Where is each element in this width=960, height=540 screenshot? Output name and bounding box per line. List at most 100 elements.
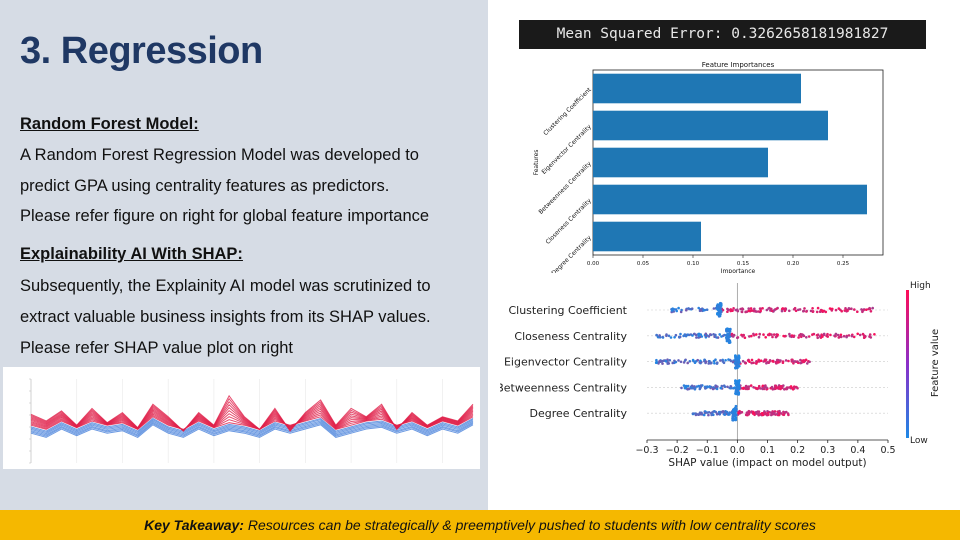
shap-point [735,362,739,366]
shap-point [749,307,753,310]
shap-point [734,354,737,357]
shap-point [737,384,741,387]
shap-point [742,386,745,390]
shap-point [794,360,797,363]
shap-point [757,358,760,362]
shap-point [734,379,737,383]
shap-point [816,306,820,310]
shap-point [715,385,718,388]
shap-point [707,362,710,365]
shap-point [759,309,762,313]
shap-point [780,309,784,313]
takeaway-text: Resources can be strategically & preempt… [243,517,816,533]
shap-point [782,413,786,417]
shap-point [821,309,825,313]
shap-point [846,309,849,313]
x-tick-label: 0.15 [737,261,750,267]
shap-point [805,336,808,339]
shap-point [834,332,838,336]
shap-point [731,335,735,338]
parallel-coordinates-thumbnail [3,367,480,469]
x-tick-label: −0.3 [635,445,658,456]
shap-point [732,307,735,310]
shap-point [706,385,709,389]
shap-point [794,309,798,313]
shap-point [785,387,789,391]
shap-point [695,336,698,339]
shap-point [850,334,854,338]
shap-point [752,334,756,337]
shap-point [684,385,688,389]
x-tick-label: 0.00 [587,261,600,267]
shap-point [708,385,711,388]
bar [593,221,701,252]
shap-point [715,336,718,339]
shap-point [839,333,843,337]
shap-point [770,385,774,389]
shap-point [779,387,782,391]
shap-point [801,333,805,337]
shap-point [762,333,765,336]
shap-point [691,358,695,362]
shap-point [759,387,762,390]
shap-point [735,357,738,361]
shap-point [829,333,832,337]
shap-point [779,359,782,362]
shap-point [796,386,799,390]
shap-point [797,336,800,339]
shap-point [811,307,814,310]
feature-label: Eigenvector Centrality [504,356,628,369]
shap-point [862,308,865,312]
shap-point [686,361,689,365]
shap-point [782,334,785,338]
shap-point [833,335,837,338]
shap-point [672,308,676,311]
shap-point [658,334,661,337]
shap-point [750,358,754,362]
shap-point [761,413,765,417]
shap-point [660,359,664,363]
shap-point [736,386,740,390]
bar [593,147,768,178]
shap-point [728,328,731,331]
shap-point [767,307,770,310]
shap-point [713,361,716,365]
shap-point [798,334,801,337]
shap-point [783,309,787,313]
shap-point [673,336,676,339]
shap-point [715,387,719,391]
mse-readout: Mean Squared Error: 0.3262658181981827 [519,20,926,49]
shap-point [816,333,820,336]
shap-point [847,334,851,337]
line-series-low [30,420,474,435]
shap-point [790,334,794,337]
x-tick-label: 0.10 [687,261,700,267]
takeaway-label: Key Takeaway: [144,517,244,533]
shap-point [661,335,664,339]
shap-point [737,380,741,384]
shap-point [680,308,683,312]
shap-point [737,354,741,358]
shap-point [759,359,763,362]
shap-point [840,335,843,339]
shap-point [753,307,756,311]
shap-point [770,413,773,417]
shap-point [710,413,713,417]
shap-point [775,307,778,311]
shap-point [871,306,874,310]
shap-point [734,390,738,393]
shap-point [868,335,871,338]
shap-point [756,387,760,390]
shap-point [842,334,846,338]
shap-point [772,333,776,336]
shap-point [811,333,814,336]
shap-point [729,359,733,363]
shap-point [744,362,747,365]
shap-point [704,332,708,336]
feature-label: Degree Centrality [530,407,628,420]
shap-point [803,359,807,362]
shap-point [868,306,871,310]
shap-point [774,413,777,416]
shap-point [674,333,678,337]
shap-point [793,306,797,310]
